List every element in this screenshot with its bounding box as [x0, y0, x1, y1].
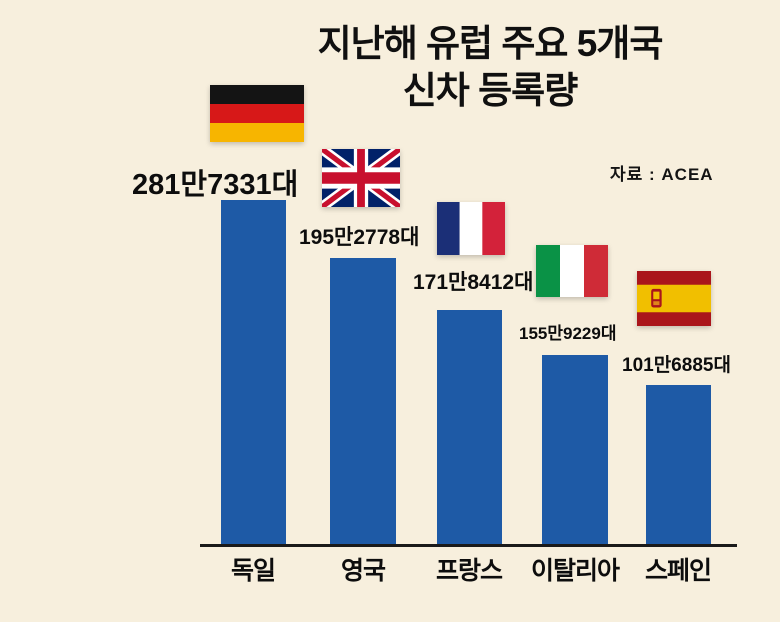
axis-baseline [200, 544, 737, 547]
chart-title-line1: 지난해 유럽 주요 5개국 [317, 23, 664, 64]
bar-uk [330, 258, 396, 545]
category-label-spain: 스페인 [644, 557, 712, 585]
bar-italy [542, 355, 608, 545]
category-label-germany: 독일 [230, 557, 276, 585]
category-label-italy: 이탈리아 [530, 557, 620, 585]
germany-flag-icon [210, 85, 304, 142]
chart-title: 지난해 유럽 주요 5개국 신차 등록량 [270, 20, 710, 115]
value-label-france: 171만8412대 [413, 271, 534, 294]
value-label-spain: 101만6885대 [622, 355, 731, 376]
value-label-italy: 155만9229대 [519, 324, 617, 343]
bar-germany [221, 200, 286, 545]
bar-spain [646, 385, 711, 545]
chart-title-line2: 신차 등록량 [402, 70, 578, 112]
category-label-uk: 영국 [340, 557, 386, 585]
value-label-germany: 281만7331대 [132, 169, 299, 201]
category-label-france: 프랑스 [435, 557, 503, 585]
source-label: 자료 : ACEA [610, 165, 714, 184]
uk-flag-icon [322, 149, 400, 207]
france-flag-icon [437, 202, 505, 255]
spain-flag-icon [637, 271, 711, 326]
value-label-uk: 195만2778대 [299, 226, 420, 249]
bar-france [437, 310, 502, 545]
italy-flag-icon [536, 245, 608, 297]
